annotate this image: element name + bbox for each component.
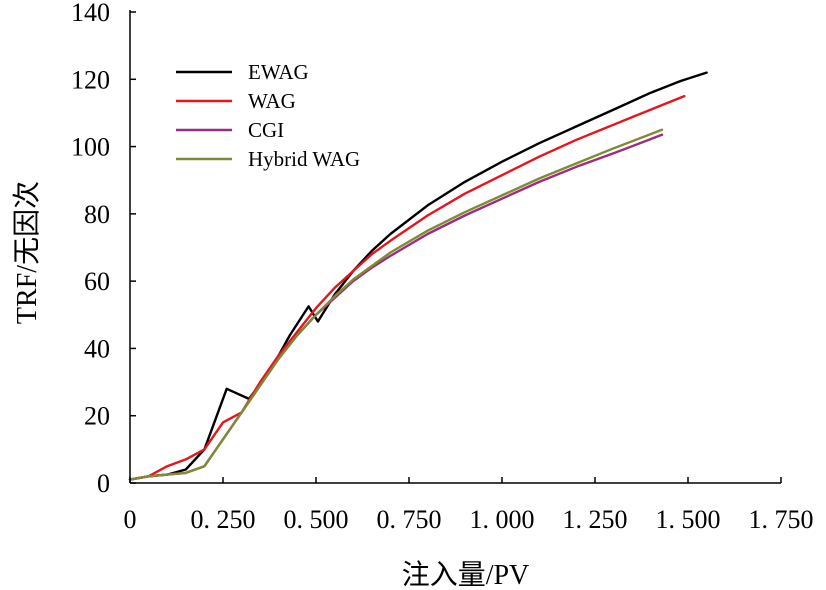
x-tick-label: 0. 250: [191, 505, 256, 534]
plot-lines: [128, 71, 708, 481]
x-tick-label: 1. 250: [563, 505, 628, 534]
y-tick-label: 60: [84, 267, 110, 296]
x-tick-label: 1. 750: [749, 505, 814, 534]
y-ticks: 0 20 40 60 80 100 120 140: [71, 0, 136, 498]
y-tick-label: 80: [84, 200, 110, 229]
legend-label: WAG: [248, 89, 296, 113]
series-line-wag: [128, 94, 686, 481]
series-line-cgi: [128, 133, 664, 481]
x-tick-label: 0: [124, 505, 137, 534]
y-tick-label: 140: [71, 0, 110, 27]
y-axis-title: TRF/无因次: [11, 181, 43, 324]
series-line-ewag: [128, 71, 708, 481]
legend-label: Hybrid WAG: [248, 147, 360, 171]
y-tick-label: 20: [84, 402, 110, 431]
y-tick-label: 40: [84, 334, 110, 363]
legend-label: CGI: [248, 118, 284, 142]
x-tick-label: 0. 500: [284, 505, 349, 534]
series-line-hybrid-wag: [128, 128, 664, 481]
x-tick-label: 0. 750: [377, 505, 442, 534]
x-tick-label: 1. 500: [656, 505, 721, 534]
legend: EWAG WAG CGI Hybrid WAG: [176, 60, 360, 171]
x-axis-title: 注入量/PV: [402, 559, 530, 590]
x-tick-label: 1. 000: [470, 505, 535, 534]
y-tick-label: 100: [71, 133, 110, 162]
legend-label: EWAG: [248, 60, 309, 84]
x-ticks: 0 0. 250 0. 500 0. 750 1. 000 1. 250 1. 500 1. …: [124, 477, 814, 534]
y-tick-label: 120: [71, 65, 110, 94]
y-tick-label: 0: [97, 469, 110, 498]
axes: [129, 10, 781, 484]
